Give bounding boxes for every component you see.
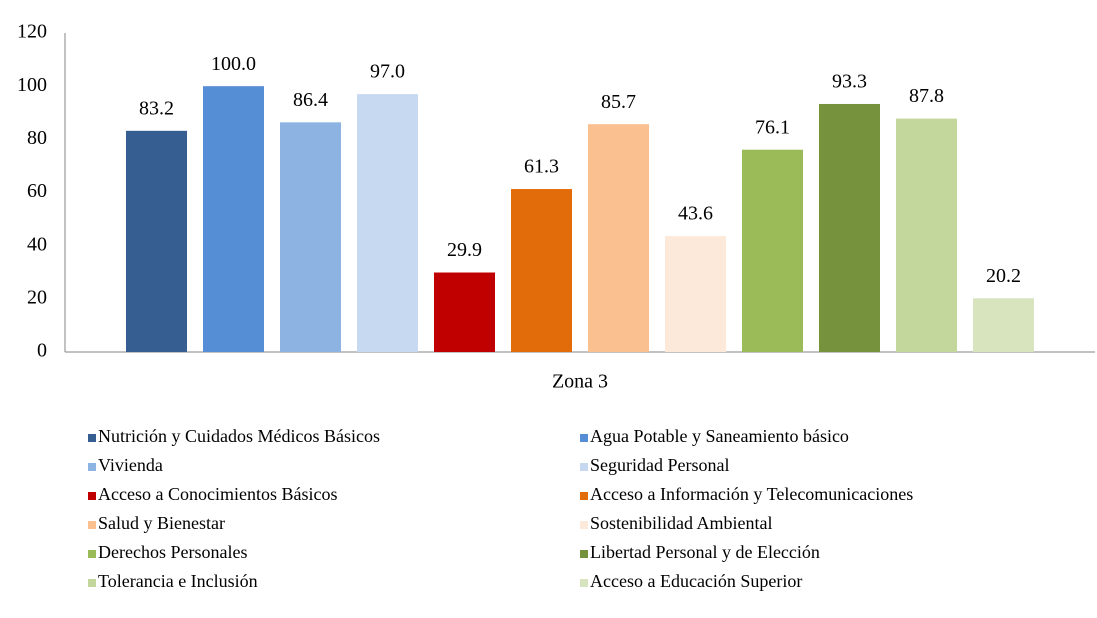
data-label: 86.4	[293, 89, 328, 111]
bar	[665, 236, 726, 352]
legend-swatch	[88, 463, 96, 471]
legend-label: Sostenibilidad Ambiental	[590, 513, 773, 533]
x-tick-label: Zona 3	[552, 371, 608, 393]
legend-swatch	[88, 550, 96, 558]
bar	[973, 298, 1034, 352]
y-tick-label: 60	[27, 180, 47, 202]
bar	[434, 272, 495, 352]
bar	[896, 118, 957, 353]
legend-label: Tolerancia e Inclusión	[98, 571, 258, 591]
legend-label: Libertad Personal y de Elección	[590, 542, 820, 562]
data-label: 85.7	[601, 91, 636, 113]
bar	[126, 130, 187, 352]
bar	[280, 122, 341, 352]
bar	[511, 189, 572, 352]
legend-swatch	[580, 521, 588, 529]
legend-swatch	[580, 550, 588, 558]
legend-swatch	[580, 434, 588, 442]
data-label: 61.3	[524, 156, 559, 178]
data-label: 20.2	[986, 265, 1021, 287]
bar	[742, 149, 803, 352]
legend-label: Acceso a Información y Telecomunicacione…	[590, 484, 913, 504]
legend-swatch	[580, 579, 588, 587]
bar	[819, 103, 880, 352]
legend-swatch	[580, 463, 588, 471]
legend-label: Vivienda	[98, 455, 163, 475]
legend-label: Agua Potable y Saneamiento básico	[590, 426, 849, 446]
y-tick-label: 0	[37, 340, 47, 362]
data-label: 83.2	[139, 97, 174, 119]
y-tick-label: 120	[17, 21, 47, 43]
y-tick-label: 20	[27, 286, 47, 308]
legend-label: Nutrición y Cuidados Médicos Básicos	[98, 426, 380, 446]
bar	[203, 86, 264, 353]
data-label: 100.0	[211, 53, 256, 75]
y-tick-label: 100	[17, 74, 47, 96]
y-tick-label: 80	[27, 127, 47, 149]
data-label: 29.9	[447, 239, 482, 261]
legend-swatch	[88, 579, 96, 587]
legend-label: Derechos Personales	[98, 542, 247, 562]
data-label: 97.0	[370, 61, 405, 83]
legend-label: Seguridad Personal	[590, 455, 729, 475]
data-label: 76.1	[755, 116, 790, 138]
data-label: 43.6	[678, 203, 713, 225]
legend-label: Acceso a Educación Superior	[590, 571, 802, 591]
legend-swatch	[88, 492, 96, 500]
legend-label: Acceso a Conocimientos Básicos	[98, 484, 337, 504]
legend-swatch	[88, 434, 96, 442]
data-label: 93.3	[832, 71, 867, 93]
bar	[588, 124, 649, 352]
legend-swatch	[580, 492, 588, 500]
legend-label: Salud y Bienestar	[98, 513, 225, 533]
y-tick-label: 40	[27, 233, 47, 255]
legend-swatch	[88, 521, 96, 529]
data-label: 87.8	[909, 85, 944, 107]
bar	[357, 94, 418, 353]
